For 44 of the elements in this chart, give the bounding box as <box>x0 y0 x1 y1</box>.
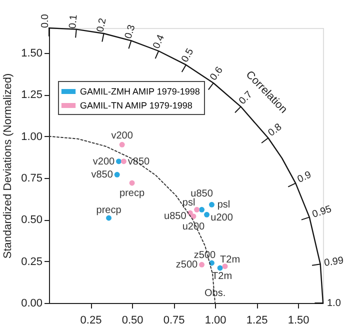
annotation: 1.0 <box>327 298 342 309</box>
annotation: 0.9 <box>296 169 314 186</box>
annotation: 0.95 <box>311 204 334 220</box>
annotation: 0.8 <box>266 122 284 139</box>
y-tick-label: 0.25 <box>21 256 42 268</box>
y-tick-label: 1.50 <box>21 48 42 60</box>
annotation: precp <box>120 188 145 199</box>
annotation: precp <box>96 205 122 216</box>
annotation: T2m <box>212 271 232 282</box>
annotation: v200 <box>111 130 134 142</box>
x-tick-label: 1.50 <box>288 314 310 326</box>
x-tick-label: 0.25 <box>80 314 102 326</box>
y-tick-label: 1.00 <box>21 130 42 143</box>
annotation: u850 <box>190 188 214 200</box>
annotation: u200 <box>182 221 206 232</box>
annotation: 0.1 <box>68 14 80 30</box>
y-axis-title: Standardized Deviations (Normalized) <box>2 73 14 259</box>
y-tick-label: 0.50 <box>21 214 42 226</box>
x-tick-label: 0.75 <box>163 314 185 326</box>
annotation: v850 <box>91 170 114 181</box>
y-tick-label: 0.00 <box>21 298 42 310</box>
annotation: 0.99 <box>323 255 345 269</box>
annotation: Obs. <box>204 288 226 299</box>
annotation: 0.0 <box>40 14 51 28</box>
annotation: z500 <box>194 250 216 261</box>
annotation: 0.3 <box>123 23 138 40</box>
annotation: 0.4 <box>151 32 168 50</box>
annotation: 0.2 <box>95 16 109 34</box>
y-tick-label: 1.25 <box>21 89 42 102</box>
annotation: 0.5 <box>180 46 196 64</box>
annotation: 0.6 <box>208 64 226 83</box>
x-tick-label: 1.25 <box>246 314 268 326</box>
annotation: psl <box>217 200 230 211</box>
annotation: psl <box>182 198 196 209</box>
x-tick-label: 1.00 <box>204 314 226 326</box>
x-tick-label: 0.50 <box>122 314 144 326</box>
legend-label: GAMIL-TN AMIP 1979-1998 <box>80 100 192 110</box>
legend-label: GAMIL-ZMH AMIP 1979-1998 <box>80 86 200 96</box>
annotation: u850 <box>164 211 187 222</box>
annotation: z500 <box>176 260 198 271</box>
y-tick-label: 0.75 <box>21 172 42 184</box>
annotation: v200 <box>92 156 116 168</box>
annotation: u200 <box>210 212 234 224</box>
annotation: T2m <box>220 254 240 266</box>
